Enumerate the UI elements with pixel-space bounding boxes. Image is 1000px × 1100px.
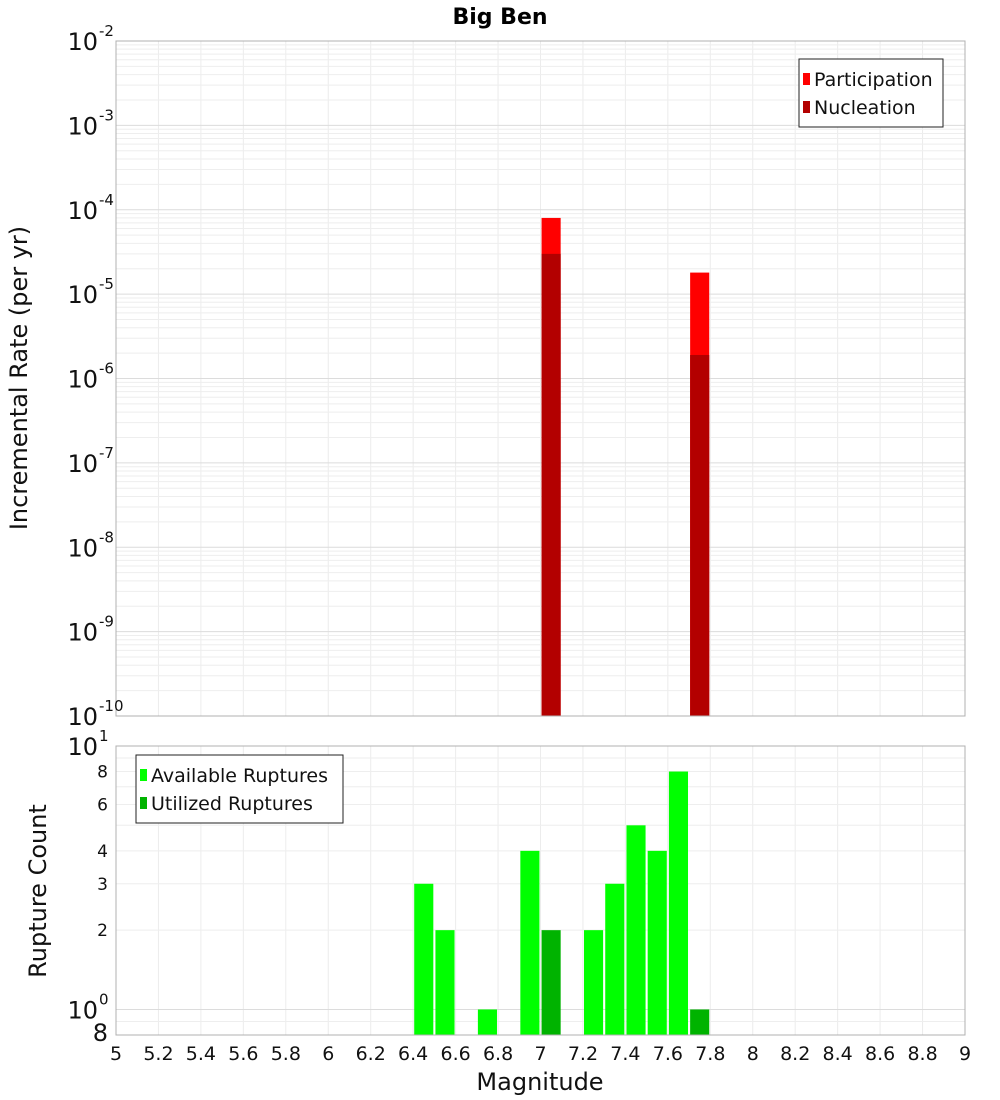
legend-label: Utilized Ruptures [151,793,313,815]
y-tick-exponent: -8 [99,528,114,546]
bar-nucleation [690,354,710,716]
x-tick-label: 8.8 [907,1043,937,1065]
y-tick-exponent: -2 [99,22,114,40]
bar-available-ruptures [520,850,540,1035]
top-panel-bars [541,217,710,716]
x-tick-label: 7.8 [695,1043,725,1065]
y-tick-label-minor: 4 [97,842,108,862]
top-plot-frame [115,40,966,717]
top-y-axis-label: Incremental Rate (per yr) [5,226,33,530]
x-tick-label: 5.8 [271,1043,301,1065]
y-tick-label: 10 [67,450,98,478]
x-tick-label: 8 [747,1043,759,1065]
x-tick-label: 6.8 [483,1043,513,1065]
bottom-legend: Available Ruptures Utilized Ruptures [135,754,344,824]
y-tick-label: 10 [67,281,98,309]
x-tick-label: 6 [322,1043,334,1065]
y-tick-label-minor: 3 [97,875,108,895]
bar-available-ruptures [414,883,434,1035]
y-tick-exponent: -9 [99,613,114,631]
x-tick-label: 9 [959,1043,971,1065]
legend-swatch [140,797,147,809]
y-tick-label: 10 [67,996,98,1024]
bar-available-ruptures [584,930,604,1035]
legend-swatch [803,73,810,85]
y-tick-label: 10 [67,703,98,731]
legend-label: Participation [814,69,933,91]
y-tick-label: 10 [67,534,98,562]
y-tick-label: 10 [67,366,98,394]
y-tick-label-minor: 8 [97,763,108,783]
legend-swatch [803,101,810,113]
bar-nucleation [541,253,561,716]
y-tick-label: 10 [67,112,98,140]
x-tick-label: 7.6 [653,1043,683,1065]
x-tick-label: 8.4 [823,1043,853,1065]
x-tick-label: 5 [110,1043,122,1065]
bar-available-ruptures [647,850,667,1035]
legend-box [798,58,944,128]
y-tick-exponent: -6 [99,360,114,378]
y-tick-exponent: -10 [99,697,124,715]
bottom-y-axis-label: Rupture Count [24,804,52,978]
x-tick-label: 5.2 [143,1043,173,1065]
y-tick-label: 10 [67,733,98,761]
bar-available-ruptures [435,930,455,1035]
x-tick-label: 5.6 [228,1043,258,1065]
y-tick-label: 10 [67,197,98,225]
x-tick-label: 6.4 [398,1043,428,1065]
bar-available-ruptures [626,825,646,1035]
x-tick-label: 7.4 [610,1043,640,1065]
bar-utilized-ruptures [541,930,561,1035]
y-tick-exponent: -3 [99,106,114,124]
y-tick-exponent: 0 [99,990,109,1008]
legend-swatch [140,769,147,781]
x-tick-label: 5.4 [186,1043,216,1065]
x-tick-label: 6.6 [440,1043,470,1065]
top-legend: Participation Nucleation [798,58,944,128]
bottom-plot-frame [115,745,966,1036]
y-tick-label-minor: 2 [97,921,108,941]
bar-available-ruptures [477,1009,497,1035]
y-tick-label-minor: 6 [97,795,108,815]
y-tick-exponent: -5 [99,275,114,293]
chart-title: Big Ben [452,5,547,30]
bar-available-ruptures [668,771,689,1035]
x-tick-label: 7.2 [568,1043,598,1065]
x-tick-label: 7 [534,1043,546,1065]
x-tick-label: 8.6 [865,1043,895,1065]
top-panel-grid [115,40,966,717]
y-tick-exponent: -7 [99,444,114,462]
y-tick-label: 10 [67,619,98,647]
y-tick-exponent: 1 [99,727,109,745]
bottom-panel-bars [414,771,710,1035]
y-tick-exponent: -4 [99,191,114,209]
legend-label: Nucleation [814,97,916,119]
legend-label: Available Ruptures [151,765,328,787]
y-tick-label: 10 [67,28,98,56]
bar-utilized-ruptures [690,1009,710,1035]
x-axis-label: Magnitude [476,1068,603,1096]
legend-box [135,754,344,824]
y-tick-label-minor: 8 [93,1019,108,1047]
x-tick-labels: 5 5.2 5.4 5.6 5.8 6 6.2 6.4 6.6 6.8 7 7.2 7.4 7.6 7.8 8… [110,1043,971,1065]
x-tick-label: 6.2 [356,1043,386,1065]
bar-available-ruptures [605,883,625,1035]
x-tick-label: 8.2 [780,1043,810,1065]
